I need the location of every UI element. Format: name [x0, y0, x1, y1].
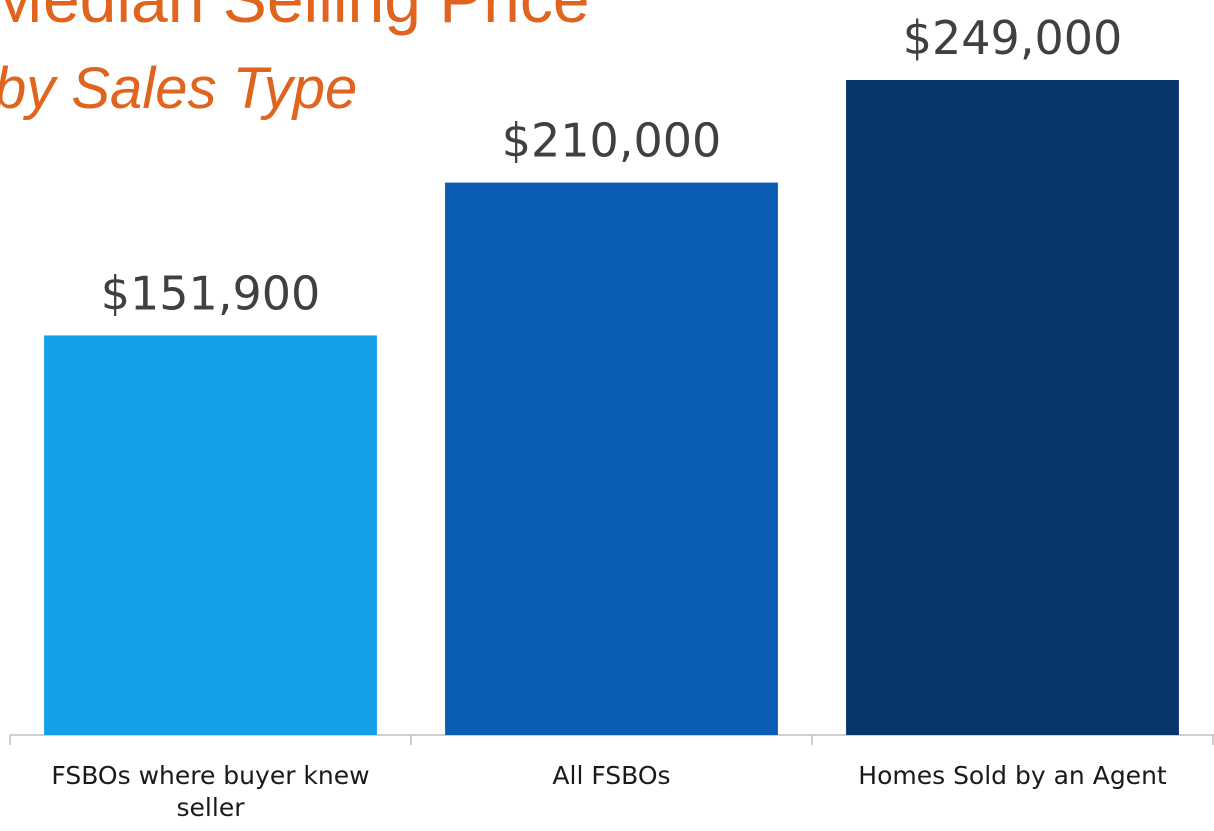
x-tick-label: All FSBOs — [552, 761, 671, 790]
x-tick-label: FSBOs where buyer knew seller — [51, 761, 370, 822]
chart-title: Median Selling Price — [0, 0, 590, 36]
bar — [44, 335, 377, 735]
chart-subtitle: by Sales Type — [0, 56, 357, 121]
value-label: $249,000 — [903, 11, 1123, 65]
bar — [445, 182, 778, 736]
x-tick-label: Homes Sold by an Agent — [858, 761, 1167, 790]
bar — [846, 80, 1179, 735]
value-label: $210,000 — [502, 114, 722, 168]
value-label: $151,900 — [101, 266, 321, 320]
